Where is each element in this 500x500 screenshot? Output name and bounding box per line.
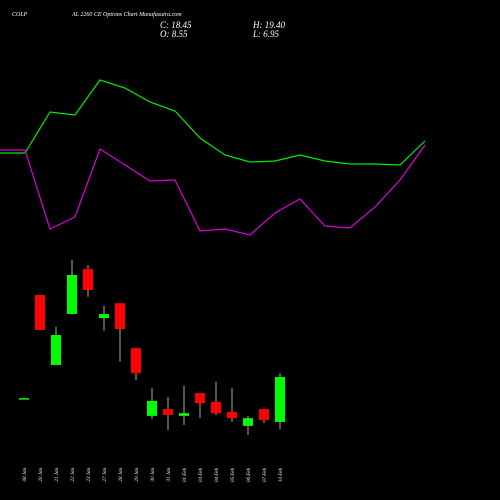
x-tick-label: 29 Jan <box>135 468 140 482</box>
info-close: C: 18.45 <box>160 20 192 30</box>
x-tick-label: 07 Feb <box>263 468 268 483</box>
candle-body <box>243 418 253 426</box>
x-tick-label: 30 Jan <box>151 468 156 482</box>
candle-body <box>115 303 125 330</box>
chart-title: COLP <box>12 12 28 18</box>
candle-body <box>19 398 29 400</box>
x-tick-label: 04 Feb <box>215 468 220 483</box>
x-tick-label: 01 Feb <box>183 468 188 483</box>
x-tick-label: 06 Feb <box>247 468 252 483</box>
x-tick-label: 23 Jan <box>87 468 92 482</box>
candle-body <box>99 314 109 319</box>
candle-body <box>67 274 77 315</box>
x-tick-label: 21 Jan <box>55 468 60 482</box>
indicator-line <box>24 144 426 236</box>
candle-body <box>275 377 285 423</box>
chart-title: AL 2260 CE Options Chart Munafasutra.com <box>71 11 182 18</box>
candle-body <box>163 409 173 415</box>
candle-body <box>211 401 221 414</box>
candle-body <box>259 409 269 420</box>
x-tick-label: 22 Jan <box>71 468 76 482</box>
candle-body <box>195 393 205 404</box>
x-tick-label: 10 Feb <box>279 468 284 483</box>
x-tick-label: 08 Jan <box>23 468 28 482</box>
candle-body <box>179 413 189 416</box>
candle-body <box>227 411 237 419</box>
info-high: H: 19.40 <box>252 20 285 30</box>
candle-body <box>147 400 157 416</box>
x-tick-label: 05 Feb <box>231 468 236 483</box>
x-tick-label: 03 Feb <box>199 468 204 483</box>
x-tick-label: 28 Jan <box>119 468 124 482</box>
candle-body <box>131 348 141 374</box>
x-tick-label: 20 Jan <box>39 468 44 482</box>
candle-body <box>35 294 45 330</box>
x-tick-label: 27 Jan <box>103 468 108 482</box>
candle-body <box>83 269 93 290</box>
info-open: O: 8.55 <box>160 29 188 39</box>
x-tick-label: 31 Jan <box>167 468 172 482</box>
indicator-line <box>24 79 426 166</box>
info-low: L: 6.95 <box>252 29 280 39</box>
candle-body <box>51 334 61 365</box>
